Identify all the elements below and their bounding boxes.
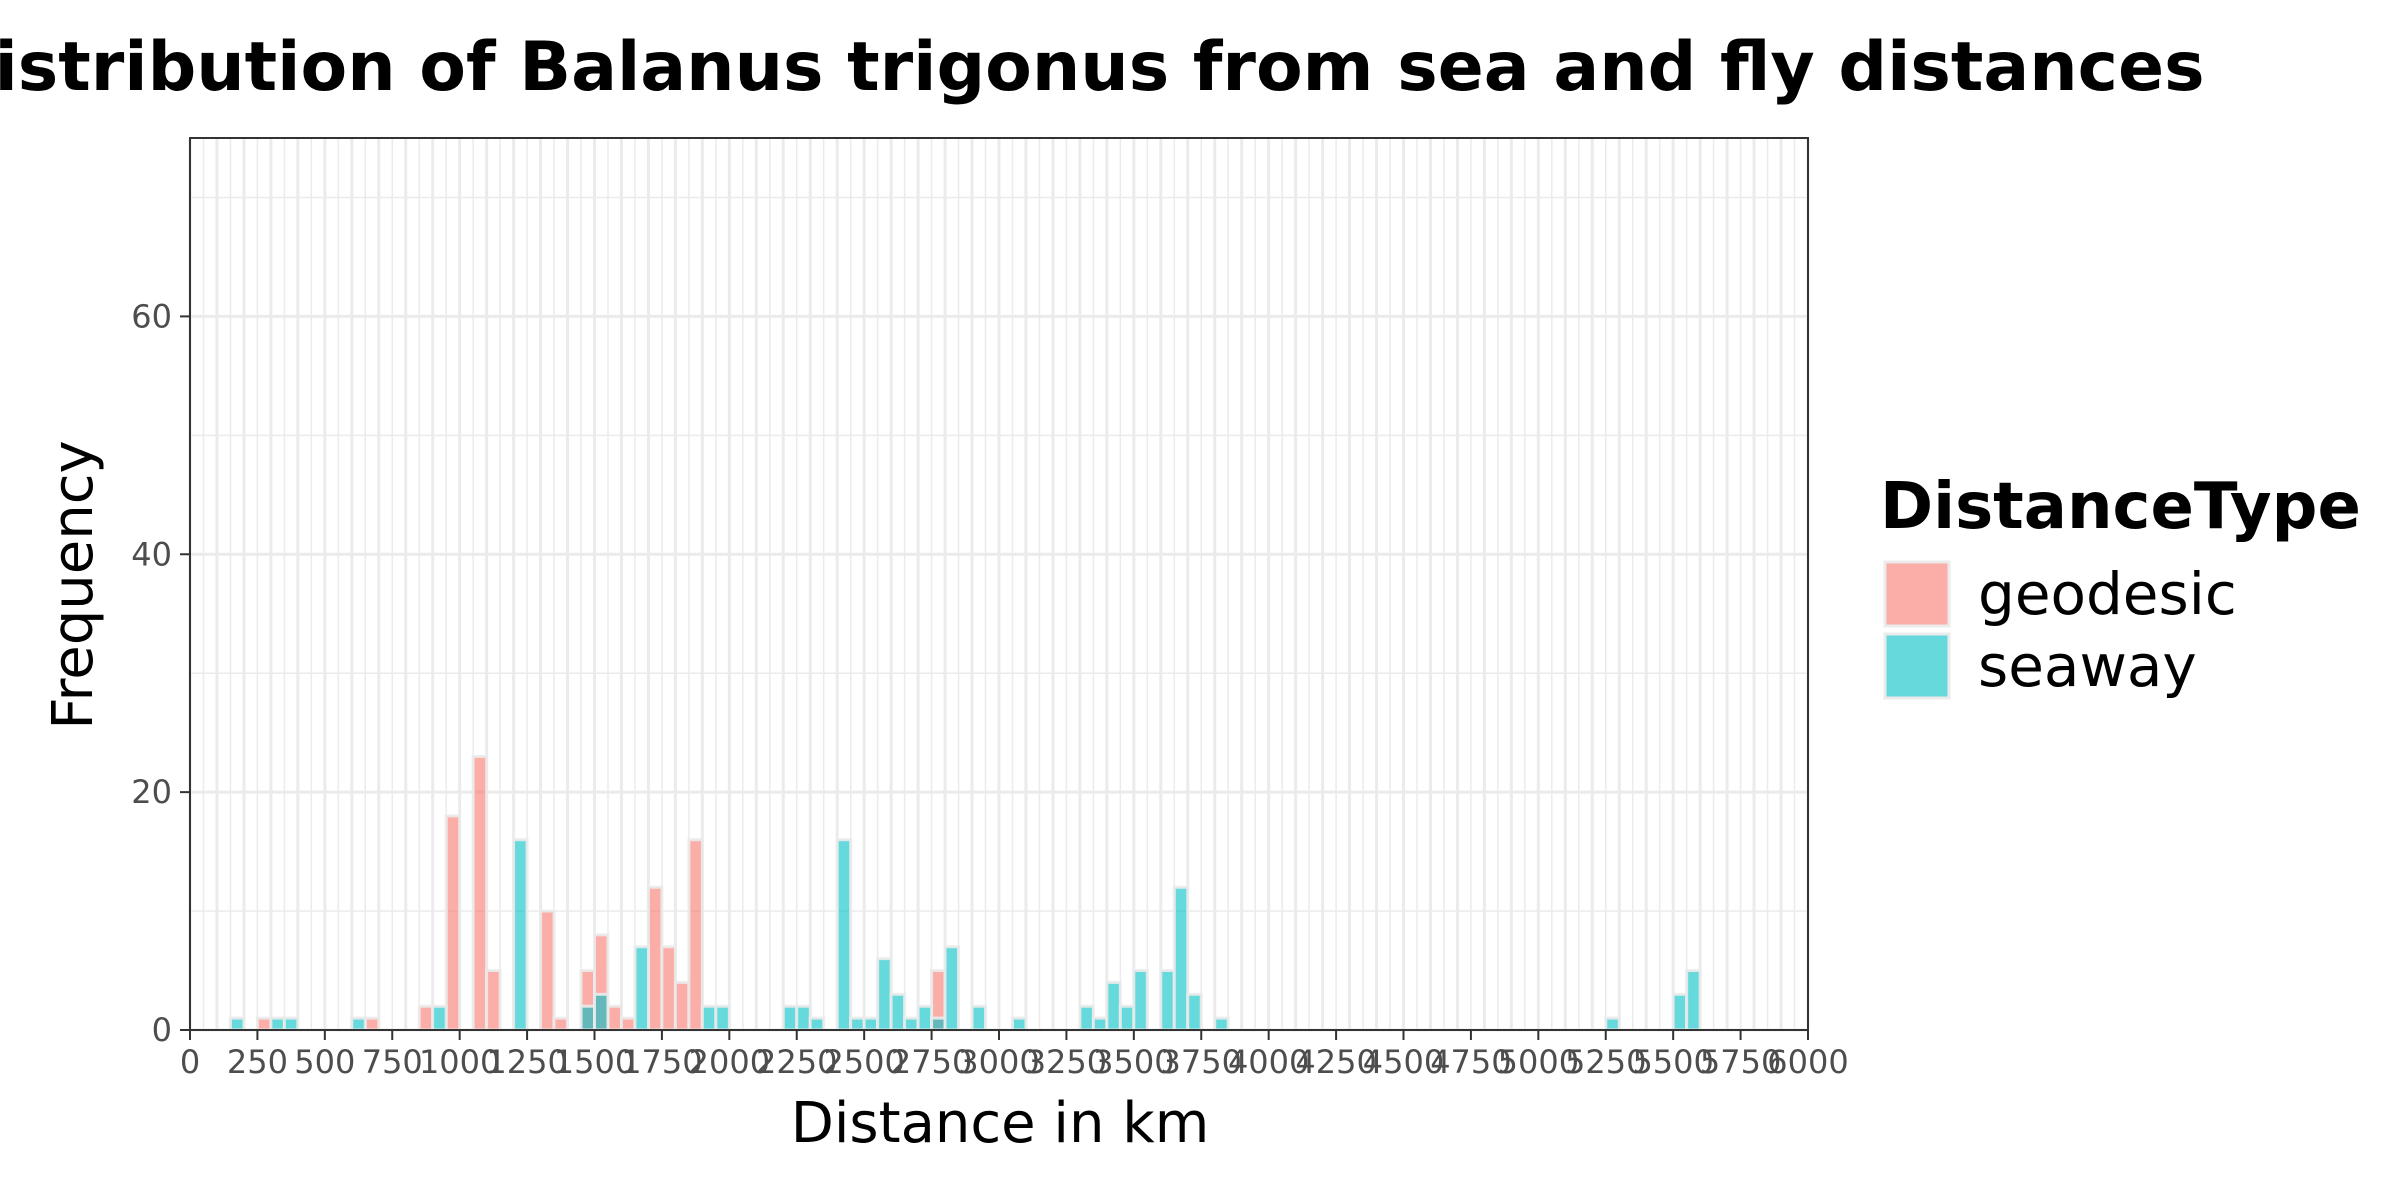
x-tick-label: 4500 [1363, 1043, 1444, 1081]
bar-geodesic [485, 969, 502, 1032]
bar-seaway [1078, 1004, 1095, 1032]
x-tick-label: 500 [294, 1043, 355, 1081]
bar-geodesic [619, 1016, 637, 1032]
bar-seaway [1132, 969, 1149, 1032]
bar-seaway [512, 838, 529, 1032]
x-tick-label: 2250 [756, 1043, 837, 1081]
x-tick-label: 2750 [891, 1043, 972, 1081]
y-tick-label: 20 [131, 773, 172, 811]
axes: 0 250 500 750100012501500175020002250250027… [131, 137, 1849, 1081]
bar-seaway [633, 945, 650, 1032]
x-tick-label: 4250 [1295, 1043, 1376, 1081]
x-tick-label: 3000 [958, 1043, 1039, 1081]
legend-key-geodesic [1883, 560, 1951, 628]
x-tick-label: 6000 [1767, 1043, 1848, 1081]
bar-seaway [1105, 980, 1122, 1032]
bar-geodesic [673, 980, 691, 1032]
x-tick-label: 1000 [419, 1043, 500, 1081]
bar-seaway [714, 1004, 731, 1032]
x-tick-label: 3500 [1093, 1043, 1174, 1081]
y-tick-label: 0 [152, 1011, 172, 1049]
legend-label-seaway: seaway [1978, 632, 2197, 700]
y-axis-title: Frequency [41, 440, 106, 729]
bar-geodesic [417, 1004, 435, 1032]
x-tick-label: 1750 [621, 1043, 702, 1081]
x-tick-label: 5500 [1632, 1043, 1713, 1081]
legend-key-seaway [1883, 632, 1951, 700]
y-tick-label: 40 [131, 535, 172, 573]
bar-seaway [700, 1004, 718, 1032]
bar-seaway [1186, 992, 1203, 1032]
bar-seaway [1685, 969, 1702, 1032]
legend-label-geodesic: geodesic [1978, 560, 2237, 628]
bar-seaway [579, 1004, 596, 1032]
bar-geodesic [444, 814, 462, 1032]
bar-seaway [1671, 992, 1689, 1032]
y-tick-label: 60 [131, 297, 172, 335]
bar-seaway [282, 1016, 300, 1032]
x-tick-label: 4750 [1430, 1043, 1511, 1081]
bar-geodesic [646, 885, 664, 1032]
bar-geodesic [687, 838, 704, 1032]
bar-seaway [1010, 1016, 1028, 1032]
bar-geodesic [255, 1016, 273, 1032]
bar-seaway [849, 1016, 866, 1032]
bar-geodesic [606, 1004, 623, 1032]
x-tick-label: 750 [362, 1043, 423, 1081]
x-tick-label: 1500 [554, 1043, 635, 1081]
x-tick-label: 5250 [1565, 1043, 1646, 1081]
bar-seaway [876, 957, 893, 1032]
legend-title: DistanceType [1880, 470, 2361, 544]
bar-seaway [862, 1016, 880, 1032]
x-tick-label: 2000 [689, 1043, 770, 1081]
x-tick-label: 3250 [1026, 1043, 1107, 1081]
chart-title: Distribution of Balanus trigonus from se… [0, 28, 2205, 107]
bar-seaway [228, 1016, 246, 1032]
x-tick-label: 3750 [1161, 1043, 1242, 1081]
bar-seaway [1159, 969, 1176, 1032]
x-tick-label: 4000 [1228, 1043, 1309, 1081]
bar-seaway [350, 1016, 367, 1032]
bar-geodesic [471, 754, 489, 1032]
bar-seaway [903, 1016, 920, 1032]
bar-seaway [431, 1004, 448, 1032]
bars [228, 754, 1702, 1032]
x-axis-title: Distance in km [791, 1091, 1210, 1156]
bar-seaway [1091, 1016, 1109, 1032]
bar-seaway [1172, 885, 1190, 1032]
x-tick-label: 1250 [486, 1043, 567, 1081]
bar-seaway [1118, 1004, 1136, 1032]
bar-seaway [916, 1004, 934, 1032]
bar-seaway [795, 1004, 812, 1032]
x-tick-label: 0 [180, 1043, 200, 1081]
bar-seaway [930, 1016, 947, 1032]
bar-seaway [943, 945, 961, 1032]
grid-lines [188, 138, 1810, 1032]
bar-geodesic [660, 945, 677, 1032]
bar-seaway [1213, 1016, 1230, 1032]
x-tick-label: 250 [227, 1043, 288, 1081]
x-tick-label: 5000 [1498, 1043, 1579, 1081]
bar-geodesic [539, 909, 556, 1032]
bar-seaway [1604, 1016, 1621, 1032]
bar-geodesic [552, 1016, 570, 1032]
bar-seaway [889, 992, 907, 1032]
bar-seaway [593, 992, 610, 1032]
bar-geodesic [363, 1016, 381, 1032]
x-tick-label: 5750 [1700, 1043, 1781, 1081]
bar-seaway [808, 1016, 826, 1032]
bar-seaway [781, 1004, 799, 1032]
x-tick-label: 2500 [823, 1043, 904, 1081]
bar-seaway [970, 1004, 988, 1032]
bar-seaway [835, 838, 853, 1032]
bar-seaway [269, 1016, 286, 1032]
